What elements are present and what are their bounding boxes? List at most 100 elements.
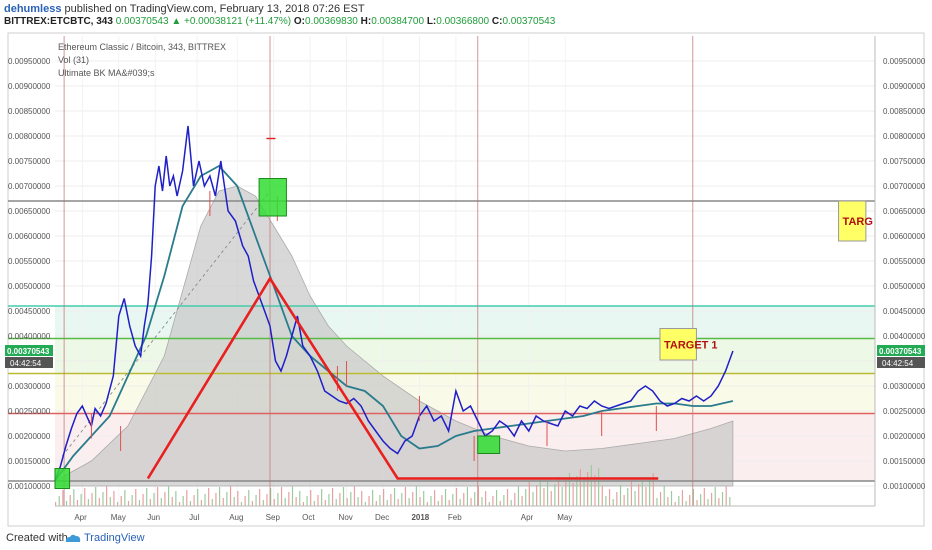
volume-bar [419, 497, 421, 506]
y-tick-left: 0.00150000 [8, 457, 51, 466]
volume-bar [608, 489, 611, 506]
volume-bar [328, 494, 330, 506]
created-with-label: Created with [6, 532, 68, 544]
tradingview-brand[interactable]: TradingView [84, 532, 145, 544]
volume-bar [481, 497, 483, 506]
volume-bar [605, 496, 607, 506]
green-box[interactable] [258, 178, 287, 217]
ohlc-low-value: 0.00366800 [436, 16, 490, 27]
volume-bar [284, 498, 286, 506]
volume-bar [116, 502, 119, 506]
volume-bar [514, 493, 516, 506]
volume-bar [565, 480, 567, 506]
volume-bar [98, 498, 100, 506]
target-box[interactable] [659, 328, 697, 361]
volume-bar [681, 490, 684, 506]
publish-line: dehumless published on TradingView.com, … [4, 3, 365, 15]
green-box[interactable] [54, 468, 71, 489]
volume-bar [142, 494, 144, 506]
volume-bar [204, 494, 206, 506]
volume-bar [186, 490, 188, 506]
y-tick-right: 0.00200000 [883, 432, 926, 441]
price-chart[interactable]: TARGET 1 TARG 0.00950000 0.00950000 0.00900… [0, 0, 932, 528]
y-tick-right: 0.00250000 [883, 407, 926, 416]
y-tick-right: 0.00300000 [883, 382, 926, 391]
volume-bar [452, 494, 454, 506]
last-price-label-left: 0.00370543 [7, 347, 50, 356]
y-tick-right: 0.00900000 [883, 82, 926, 91]
ohlc-open-label: O: [293, 16, 306, 27]
volume-bar [65, 501, 68, 506]
y-tick-right: 0.00650000 [883, 207, 926, 216]
volume-bar [91, 493, 93, 506]
volume-bar [237, 491, 239, 506]
volume-bar [725, 486, 727, 506]
y-tick-left: 0.00850000 [8, 107, 51, 116]
volume-bar [547, 481, 549, 506]
volume-bar [193, 495, 195, 506]
triangle-pattern[interactable] [146, 276, 659, 480]
volume-bar [583, 479, 585, 506]
volume-bar [240, 502, 243, 506]
volume-bar [601, 486, 603, 506]
volume-bar [528, 482, 530, 506]
volume-bar [302, 502, 305, 506]
volume-bar [295, 497, 297, 506]
volume-bar [539, 478, 541, 506]
volume-bar [619, 485, 622, 506]
volume-bar [444, 489, 447, 506]
volume-bar [208, 488, 210, 506]
volume-bar [536, 485, 538, 506]
volume-bar [55, 502, 57, 506]
x-tick-label: Jun [147, 513, 160, 522]
up-arrow-icon: ▲ [171, 16, 182, 27]
volume-bar [397, 499, 399, 506]
author-link[interactable]: dehumless [4, 3, 62, 15]
volume-bar [244, 496, 246, 506]
y-tick-right: 0.00700000 [883, 182, 926, 191]
volume-bar [543, 488, 545, 506]
volume-bar [645, 487, 647, 506]
volume-bar [255, 495, 257, 506]
volume-bar [364, 502, 366, 506]
volume-bar [229, 486, 232, 506]
volume-bar [390, 494, 392, 506]
volume-bar [426, 502, 428, 506]
y-tick-right: 0.00600000 [883, 232, 926, 241]
green-box[interactable] [477, 435, 501, 454]
volume-bar [506, 489, 509, 506]
volume-bar [361, 491, 363, 506]
symbol-label[interactable]: BITTREX:ETCBTC, 343 [4, 16, 113, 27]
volume-bar [342, 487, 345, 506]
volume-bar [488, 502, 490, 506]
volume-bar [627, 488, 629, 506]
volume-bar [587, 472, 589, 506]
y-tick-left: 0.00600000 [8, 232, 51, 241]
volume-bar [277, 493, 279, 506]
ohlc-high-label: H: [360, 16, 372, 27]
last-price-label-right: 0.00370543 [879, 347, 922, 356]
volume-bar [368, 496, 370, 506]
volume-bar [721, 492, 724, 506]
volume-bar [197, 489, 199, 506]
target-box[interactable] [838, 200, 867, 242]
volume-bar [310, 490, 312, 506]
volume-bar [532, 492, 534, 506]
last-price: 0.00370543 [115, 16, 169, 27]
volume-bar [437, 501, 439, 506]
y-tick-left: 0.00400000 [8, 332, 51, 341]
volume-bar [568, 473, 571, 506]
volume-bar [299, 491, 301, 506]
y-tick-right: 0.00400000 [883, 332, 926, 341]
volume-bar [652, 473, 654, 506]
y-tick-left: 0.00200000 [8, 432, 51, 441]
x-tick-label: May [557, 513, 572, 522]
volume-bar [331, 488, 334, 506]
volume-bar [689, 495, 691, 506]
volume-bar [393, 488, 396, 506]
volume-bar [379, 495, 381, 506]
volume-bar [455, 488, 458, 506]
price-line [54, 125, 734, 482]
price-change: +0.00038121 (+11.47%) [184, 16, 292, 27]
x-tick-label: 2018 [411, 513, 429, 522]
